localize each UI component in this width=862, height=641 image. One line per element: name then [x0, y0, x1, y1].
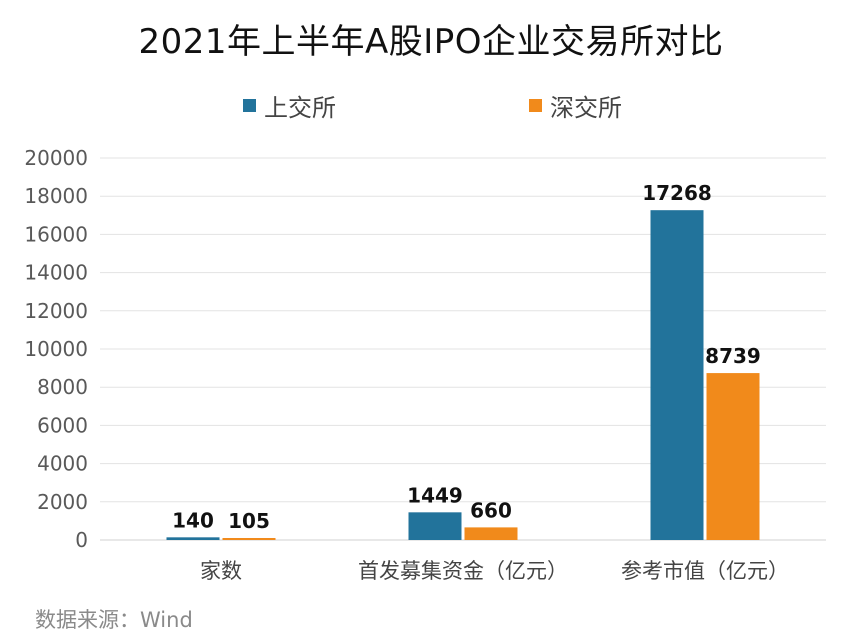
legend-item-shanghai: 上交所	[243, 88, 336, 123]
data-label-shenzhen-1: 660	[470, 498, 512, 522]
y-tick-label-4000: 4000	[37, 452, 88, 476]
data-label-shenzhen-0: 105	[228, 509, 270, 533]
y-tick-label-14000: 14000	[24, 261, 88, 285]
x-tick-label-1: 首发募集资金（亿元）	[358, 559, 568, 583]
legend-swatch-shenzhen	[529, 99, 542, 112]
data-label-shanghai-0: 140	[172, 508, 214, 532]
y-tick-label-16000: 16000	[24, 222, 88, 246]
y-tick-label-10000: 10000	[24, 337, 88, 361]
y-tick-label-20000: 20000	[24, 146, 88, 170]
y-tick-label-2000: 2000	[37, 490, 88, 514]
y-tick-label-12000: 12000	[24, 299, 88, 323]
chart-title: 2021年上半年A股IPO企业交易所对比	[138, 22, 724, 62]
legend: 上交所 深交所	[0, 88, 862, 123]
legend-item-shenzhen: 深交所	[529, 88, 622, 123]
y-tick-label-18000: 18000	[24, 184, 88, 208]
y-tick-label-0: 0	[75, 528, 88, 552]
bar-shanghai-2	[650, 210, 704, 540]
bar-shenzhen-0	[222, 537, 276, 540]
data-label-shanghai-1: 1449	[407, 483, 463, 507]
bar-shanghai-0	[166, 537, 220, 540]
y-tick-label-8000: 8000	[37, 375, 88, 399]
data-label-shenzhen-2: 8739	[705, 344, 761, 368]
y-tick-label-6000: 6000	[37, 413, 88, 437]
bar-shenzhen-2	[706, 373, 760, 540]
legend-swatch-shanghai	[243, 99, 256, 112]
data-label-shanghai-2: 17268	[642, 181, 712, 205]
bar-shenzhen-1	[464, 527, 518, 540]
bar-shanghai-1	[408, 512, 462, 540]
x-tick-label-2: 参考市值（亿元）	[621, 559, 789, 583]
legend-label-shanghai: 上交所	[264, 94, 336, 122]
source-note: 数据来源：Wind	[35, 608, 193, 632]
x-tick-label-0: 家数	[200, 559, 242, 583]
legend-label-shenzhen: 深交所	[550, 94, 622, 122]
